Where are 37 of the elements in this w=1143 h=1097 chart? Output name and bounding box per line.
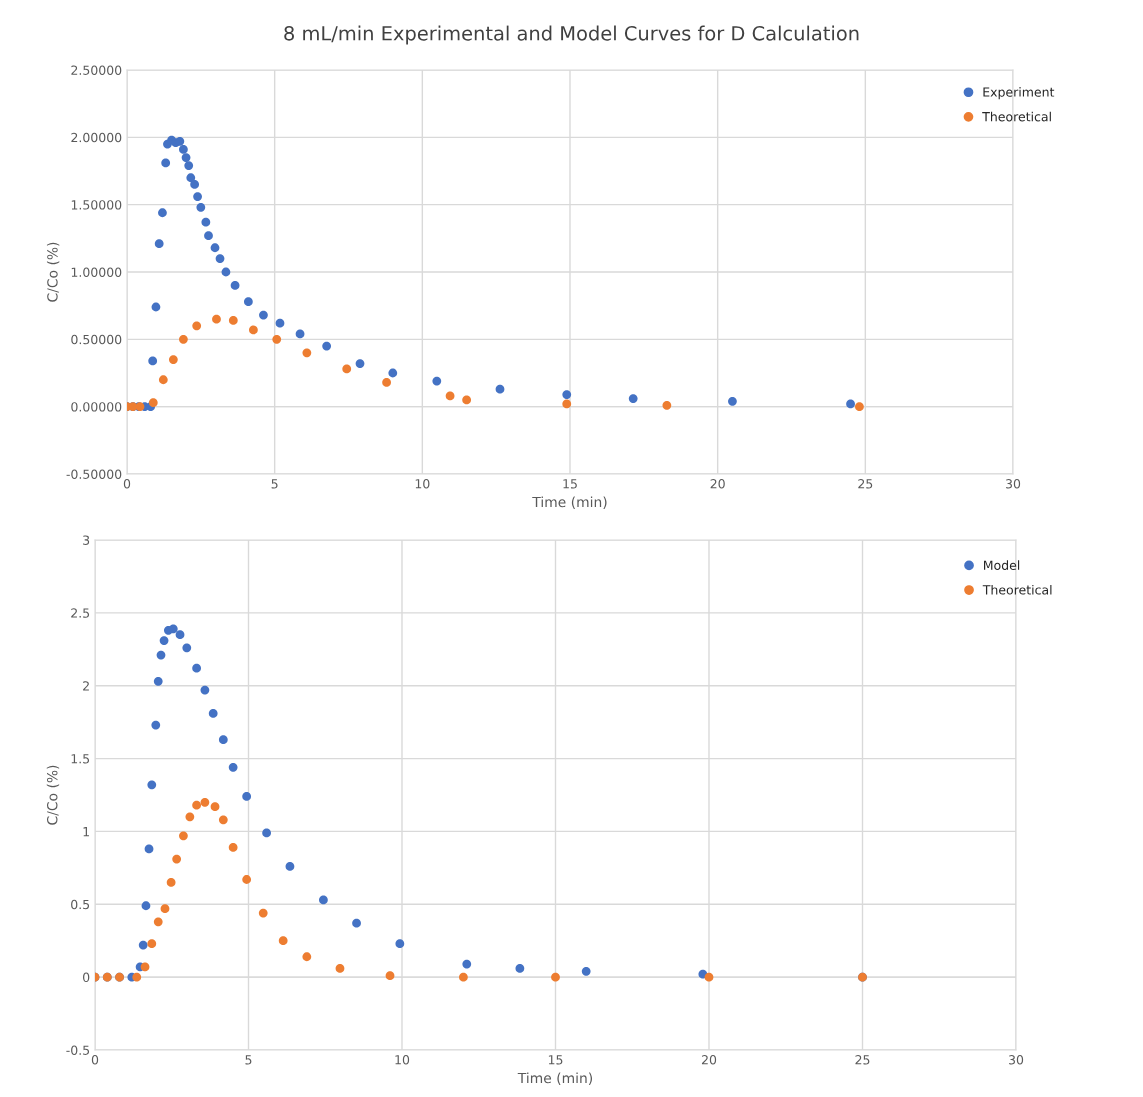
y-tick-label: 3 [83, 535, 90, 545]
x-tick-label: 20 [710, 479, 725, 489]
y-tick-label: 1.00000 [71, 267, 122, 277]
y-axis-title: C/Co (%) [46, 765, 60, 825]
x-tick-label: 25 [855, 1055, 870, 1065]
x-tick-label: 15 [548, 1055, 563, 1065]
y-tick-label: 0.5 [71, 899, 90, 910]
legend-label: Theoretical [982, 111, 1051, 122]
y-tick-label: 0 [83, 972, 90, 983]
x-tick-label: 10 [415, 479, 430, 489]
legend-label: Experiment [983, 87, 1055, 100]
y-tick-label: 2 [83, 681, 89, 691]
y-tick-label: 1.50000 [71, 200, 122, 210]
x-tick-label: 0 [123, 479, 131, 489]
y-tick-label: -0.50000 [66, 469, 122, 479]
x-tick-label: 30 [1009, 1055, 1024, 1065]
x-tick-label: 5 [245, 1055, 252, 1065]
x-axis-title: Time (min) [532, 496, 607, 509]
x-axis-title: Time (min) [517, 1072, 593, 1085]
y-tick-label: 2.00000 [71, 132, 122, 143]
legend-label: Model [984, 560, 1020, 570]
x-tick-label: 20 [701, 1055, 717, 1065]
y-tick-label: 2.5 [71, 608, 90, 618]
y-tick-label: 1 [83, 827, 89, 837]
y-tick-label: 0.00000 [71, 402, 122, 412]
y-tick-label: 2.50000 [71, 65, 122, 75]
x-tick-label: 30 [1006, 479, 1021, 489]
x-tick-label: 25 [858, 479, 873, 489]
x-tick-label: 10 [395, 1055, 410, 1065]
y-tick-label: 0.50000 [71, 334, 122, 345]
y-tick-label: 1.5 [71, 754, 90, 764]
y-tick-label: -0.5 [66, 1045, 90, 1055]
x-tick-label: 15 [563, 479, 577, 489]
legend-label: Theoretical [982, 584, 1052, 595]
chart-title: 8 mL/min Experimental and Model Curves for D Calculation [284, 25, 859, 45]
x-tick-label: 5 [271, 479, 278, 489]
y-axis-title: C/Co (%) [46, 242, 60, 302]
